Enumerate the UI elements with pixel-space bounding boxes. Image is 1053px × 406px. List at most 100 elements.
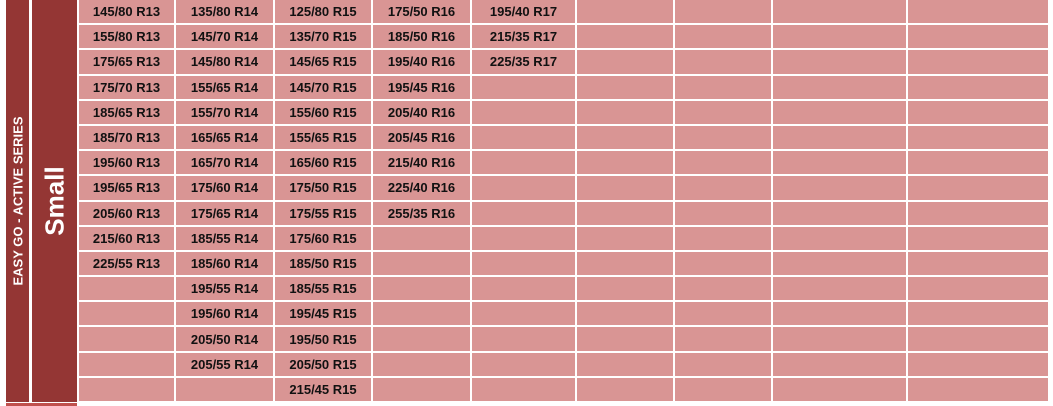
tire-size-cell bbox=[577, 277, 673, 301]
table-row: 195/60 R14 195/45 R15 bbox=[79, 302, 1048, 326]
tire-size-cell: 155/65 R14 bbox=[176, 75, 273, 99]
tire-size-cell: 215/40 R16 bbox=[373, 151, 470, 175]
tire-size-cell bbox=[577, 352, 673, 376]
tire-size-cell bbox=[773, 327, 906, 351]
tire-size-cell: 185/70 R13 bbox=[79, 125, 174, 150]
series-label-cell: EASY GO - ACTIVE SERIES bbox=[6, 0, 29, 402]
tire-size-cell bbox=[908, 176, 1048, 200]
tire-size-cell bbox=[675, 75, 771, 99]
tire-size-cell: 195/45 R15 bbox=[275, 302, 371, 326]
tire-size-cell bbox=[908, 151, 1048, 175]
tire-size-cell: 195/65 R13 bbox=[79, 176, 174, 200]
tire-size-cell bbox=[373, 277, 470, 301]
tire-size-cell bbox=[908, 75, 1048, 99]
tire-size-cell bbox=[675, 151, 771, 175]
table-row: 155/80 R13 145/70 R14 135/70 R15 185/50 R16… bbox=[79, 25, 1048, 49]
tire-size-cell bbox=[773, 352, 906, 376]
tire-size-cell: 135/70 R15 bbox=[275, 25, 371, 49]
tire-size-cell bbox=[675, 302, 771, 326]
tire-size-cell bbox=[675, 352, 771, 376]
table-row: 145/80 R13 135/80 R14 125/80 R15 175/50 R16… bbox=[79, 0, 1048, 24]
tire-size-cell: 195/60 R13 bbox=[79, 151, 174, 175]
table-row: 185/65 R13 155/70 R14 155/60 R15 205/40 R16 bbox=[79, 100, 1048, 124]
tire-size-cell bbox=[773, 377, 906, 401]
tire-size-cell bbox=[908, 352, 1048, 376]
tire-size-cell: 145/80 R13 bbox=[79, 0, 174, 24]
tire-size-cell bbox=[675, 377, 771, 401]
tire-size-cell: 155/65 R15 bbox=[275, 125, 371, 150]
tire-size-cell bbox=[79, 277, 174, 301]
tire-size-table: 145/80 R13 135/80 R14 125/80 R15 175/50 R16… bbox=[77, 0, 1050, 403]
tire-size-cell bbox=[675, 327, 771, 351]
tire-size-cell bbox=[577, 75, 673, 99]
tire-size-cell: 145/70 R14 bbox=[176, 25, 273, 49]
tire-size-cell: 175/50 R16 bbox=[373, 0, 470, 24]
tire-size-cell bbox=[773, 151, 906, 175]
tire-size-cell bbox=[577, 0, 673, 24]
table-row: 225/55 R13 185/60 R14 185/50 R15 bbox=[79, 251, 1048, 276]
table-row: 175/65 R13 145/80 R14 145/65 R15 195/40 R16… bbox=[79, 50, 1048, 74]
tire-size-cell bbox=[577, 25, 673, 49]
tire-size-cell: 145/70 R15 bbox=[275, 75, 371, 99]
table-row: 195/60 R13 165/70 R14 165/60 R15 215/40 R16 bbox=[79, 151, 1048, 175]
tire-size-cell: 155/70 R14 bbox=[176, 100, 273, 124]
tire-size-cell bbox=[908, 277, 1048, 301]
tire-size-cell: 205/45 R16 bbox=[373, 125, 470, 150]
tire-size-cell bbox=[773, 0, 906, 24]
tire-size-cell bbox=[577, 100, 673, 124]
tire-size-cell bbox=[577, 176, 673, 200]
tire-size-cell: 185/60 R14 bbox=[176, 251, 273, 276]
tire-size-cell: 175/50 R15 bbox=[275, 176, 371, 200]
tire-size-cell bbox=[675, 201, 771, 225]
tire-size-cell bbox=[675, 176, 771, 200]
tire-size-cell bbox=[472, 302, 575, 326]
tire-size-cell bbox=[577, 302, 673, 326]
tire-size-cell: 195/50 R15 bbox=[275, 327, 371, 351]
tire-size-cell: 205/60 R13 bbox=[79, 201, 174, 225]
tire-size-cell bbox=[577, 377, 673, 401]
tire-size-cell: 215/60 R13 bbox=[79, 226, 174, 250]
tire-size-cell bbox=[79, 327, 174, 351]
tire-size-cell bbox=[79, 302, 174, 326]
tire-size-cell: 225/35 R17 bbox=[472, 50, 575, 74]
series-label: EASY GO - ACTIVE SERIES bbox=[10, 116, 25, 286]
tire-size-cell bbox=[176, 377, 273, 401]
tire-size-cell: 145/65 R15 bbox=[275, 50, 371, 74]
tire-size-cell: 215/35 R17 bbox=[472, 25, 575, 49]
tire-size-cell bbox=[472, 125, 575, 150]
tire-size-cell: 165/60 R15 bbox=[275, 151, 371, 175]
tire-size-cell: 195/45 R16 bbox=[373, 75, 470, 99]
tire-size-cell bbox=[773, 277, 906, 301]
tire-size-cell: 195/60 R14 bbox=[176, 302, 273, 326]
tire-size-cell: 155/60 R15 bbox=[275, 100, 371, 124]
tire-size-cell: 175/60 R15 bbox=[275, 226, 371, 250]
tire-size-cell: 185/65 R13 bbox=[79, 100, 174, 124]
tire-size-cell bbox=[908, 251, 1048, 276]
tire-size-cell bbox=[472, 352, 575, 376]
tire-size-cell bbox=[773, 226, 906, 250]
tire-size-cell bbox=[675, 100, 771, 124]
tire-size-cell: 125/80 R15 bbox=[275, 0, 371, 24]
tire-size-cell: 225/40 R16 bbox=[373, 176, 470, 200]
table-row: 195/65 R13 175/60 R14 175/50 R15 225/40 R16 bbox=[79, 176, 1048, 200]
tire-size-cell bbox=[675, 226, 771, 250]
tire-size-cell bbox=[773, 125, 906, 150]
tire-size-cell: 145/80 R14 bbox=[176, 50, 273, 74]
table-row: 205/50 R14 195/50 R15 bbox=[79, 327, 1048, 351]
table-row: 205/55 R14 205/50 R15 bbox=[79, 352, 1048, 376]
tire-size-cell bbox=[472, 277, 575, 301]
tire-size-cell bbox=[908, 327, 1048, 351]
tire-size-cell bbox=[908, 125, 1048, 150]
tire-size-cell: 255/35 R16 bbox=[373, 201, 470, 225]
tire-size-cell: 205/50 R15 bbox=[275, 352, 371, 376]
tire-size-cell bbox=[773, 75, 906, 99]
tire-size-cell: 175/60 R14 bbox=[176, 176, 273, 200]
table-row: 195/55 R14 185/55 R15 bbox=[79, 277, 1048, 301]
table-row: 215/60 R13 185/55 R14 175/60 R15 bbox=[79, 226, 1048, 250]
tire-size-cell bbox=[577, 226, 673, 250]
tire-size-cell: 175/70 R13 bbox=[79, 75, 174, 99]
tire-size-cell bbox=[773, 50, 906, 74]
tire-size-cell bbox=[472, 327, 575, 351]
tire-size-cell: 185/50 R15 bbox=[275, 251, 371, 276]
tire-size-cell bbox=[577, 327, 673, 351]
